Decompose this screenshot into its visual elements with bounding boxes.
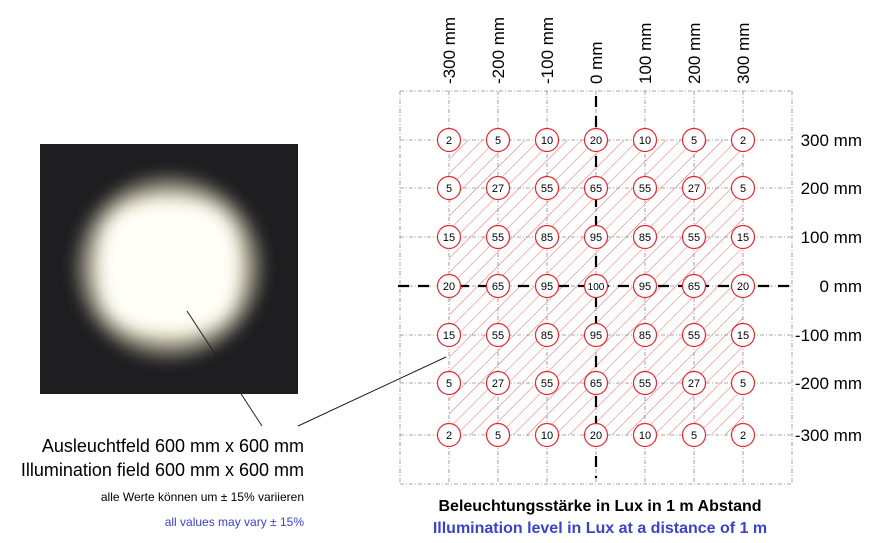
field-caption-de: Ausleuchtfeld 600 mm x 600 mm <box>0 436 304 457</box>
x-axis-label: -200 mm <box>489 17 508 84</box>
value-label: 27 <box>492 378 504 390</box>
value-label: 55 <box>688 330 700 342</box>
value-label: 15 <box>443 330 455 342</box>
value-label: 15 <box>737 330 749 342</box>
y-axis-label: 100 mm <box>801 228 862 247</box>
value-label: 5 <box>740 183 746 195</box>
grid-caption-en: Illumination level in Lux at a distance … <box>380 520 820 538</box>
value-label: 20 <box>737 281 749 293</box>
value-label: 65 <box>590 183 602 195</box>
value-label: 5 <box>691 135 697 147</box>
value-label: 5 <box>740 378 746 390</box>
value-label: 55 <box>639 378 651 390</box>
grid-caption-de: Beleuchtungsstärke in Lux in 1 m Abstand <box>380 498 820 516</box>
value-label: 85 <box>639 232 651 244</box>
value-label: 20 <box>590 135 602 147</box>
value-label: 85 <box>639 330 651 342</box>
value-label: 27 <box>688 378 700 390</box>
variance-note-de: alle Werte können um ± 15% variieren <box>0 490 304 504</box>
value-label: 5 <box>446 378 452 390</box>
y-axis-label: -300 mm <box>795 426 862 445</box>
value-label: 95 <box>590 232 602 244</box>
value-label: 55 <box>492 232 504 244</box>
value-label: 100 <box>588 282 605 293</box>
value-label: 10 <box>639 135 651 147</box>
x-axis-label: 0 mm <box>587 42 606 85</box>
value-label: 5 <box>495 135 501 147</box>
value-label: 65 <box>590 378 602 390</box>
x-axis-label: 300 mm <box>734 23 753 84</box>
value-label: 10 <box>541 135 553 147</box>
x-axis-label: -100 mm <box>538 17 557 84</box>
y-axis-label: 200 mm <box>801 179 862 198</box>
value-label: 55 <box>541 183 553 195</box>
value-label: 2 <box>740 430 746 442</box>
value-label: 10 <box>639 430 651 442</box>
value-label: 5 <box>446 183 452 195</box>
value-label: 20 <box>590 430 602 442</box>
value-label: 5 <box>495 430 501 442</box>
value-label: 65 <box>688 281 700 293</box>
variance-note-en: all values may vary ± 15% <box>0 515 304 529</box>
x-axis-label: -300 mm <box>440 17 459 84</box>
value-label: 27 <box>688 183 700 195</box>
value-label: 2 <box>446 430 452 442</box>
value-label: 15 <box>443 232 455 244</box>
x-axis-label: 100 mm <box>636 23 655 84</box>
x-axis-label: 200 mm <box>685 23 704 84</box>
value-label: 10 <box>541 430 553 442</box>
y-axis-label: -100 mm <box>795 326 862 345</box>
y-axis-label: 300 mm <box>801 131 862 150</box>
value-label: 2 <box>446 135 452 147</box>
value-label: 55 <box>541 378 553 390</box>
value-label: 15 <box>737 232 749 244</box>
y-axis-label: 0 mm <box>820 277 863 296</box>
value-label: 55 <box>688 232 700 244</box>
field-caption-en: Illumination field 600 mm x 600 mm <box>0 460 304 481</box>
value-label: 27 <box>492 183 504 195</box>
value-label: 55 <box>639 183 651 195</box>
value-label: 20 <box>443 281 455 293</box>
value-label: 95 <box>590 330 602 342</box>
value-label: 5 <box>691 430 697 442</box>
y-axis-label: -200 mm <box>795 374 862 393</box>
value-label: 2 <box>740 135 746 147</box>
value-label: 95 <box>541 281 553 293</box>
value-label: 95 <box>639 281 651 293</box>
value-label: 85 <box>541 330 553 342</box>
value-label: 55 <box>492 330 504 342</box>
value-label: 85 <box>541 232 553 244</box>
value-label: 65 <box>492 281 504 293</box>
